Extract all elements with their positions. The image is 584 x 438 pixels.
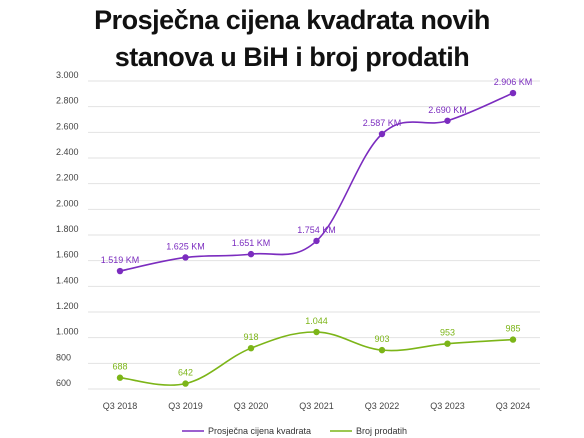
- data-label: 642: [178, 368, 193, 378]
- x-tick-label: Q3 2023: [430, 401, 465, 411]
- data-point: [378, 130, 386, 138]
- data-point: [509, 336, 517, 343]
- y-tick-label: 1.600: [56, 250, 79, 260]
- chart-title: Prosječna cijena kvadrata novih stanova …: [0, 2, 584, 76]
- chart-title-line-1: Prosječna cijena kvadrata novih: [94, 5, 490, 35]
- data-label: 1.519 KM: [101, 255, 140, 265]
- data-label: 688: [112, 362, 127, 372]
- data-label: 1.625 KM: [166, 241, 205, 251]
- y-tick-label: 2.800: [56, 96, 79, 106]
- legend-label: Prosječna cijena kvadrata: [208, 426, 311, 436]
- y-tick-label: 800: [56, 352, 71, 362]
- x-tick-label: Q3 2018: [103, 401, 138, 411]
- y-tick-label: 3.000: [56, 70, 79, 80]
- data-point: [182, 380, 189, 387]
- data-label: 953: [440, 328, 455, 338]
- y-tick-label: 2.600: [56, 121, 79, 131]
- x-tick-label: Q3 2020: [234, 401, 269, 411]
- data-label: 985: [505, 324, 520, 334]
- y-tick-label: 2.400: [56, 147, 79, 157]
- y-tick-label: 2.200: [56, 173, 79, 183]
- y-tick-label: 1.800: [56, 224, 79, 234]
- data-label: 1.651 KM: [232, 238, 271, 248]
- data-label: 2.587 KM: [363, 118, 402, 128]
- data-label: 903: [374, 334, 389, 344]
- data-point: [378, 346, 386, 354]
- x-tick-label: Q3 2021: [299, 401, 334, 411]
- data-point: [182, 254, 189, 261]
- chart-title-line-2: stanova u BiH i broj prodatih: [114, 42, 470, 72]
- y-tick-label: 1.400: [56, 275, 79, 285]
- data-point: [444, 117, 451, 124]
- data-label: 2.906 KM: [494, 77, 533, 87]
- y-tick-label: 1.000: [56, 327, 79, 337]
- data-label: 1.044: [305, 316, 328, 326]
- data-point: [313, 237, 320, 245]
- data-label: 2.690 KM: [428, 105, 467, 115]
- y-tick-label: 600: [56, 378, 71, 388]
- data-point: [444, 340, 451, 347]
- data-point: [247, 250, 255, 258]
- y-tick-label: 1.200: [56, 301, 79, 311]
- data-point: [116, 374, 124, 381]
- x-tick-label: Q3 2019: [168, 401, 203, 411]
- legend-label: Broj prodatih: [356, 426, 407, 436]
- data-label: 918: [243, 332, 258, 342]
- data-point: [116, 267, 124, 275]
- data-point: [247, 344, 255, 352]
- data-point: [509, 89, 517, 97]
- x-tick-label: Q3 2022: [365, 401, 400, 411]
- x-tick-label: Q3 2024: [496, 401, 531, 411]
- data-label: 1.754 KM: [297, 225, 336, 235]
- y-tick-label: 2.000: [56, 198, 79, 208]
- data-point: [313, 328, 320, 336]
